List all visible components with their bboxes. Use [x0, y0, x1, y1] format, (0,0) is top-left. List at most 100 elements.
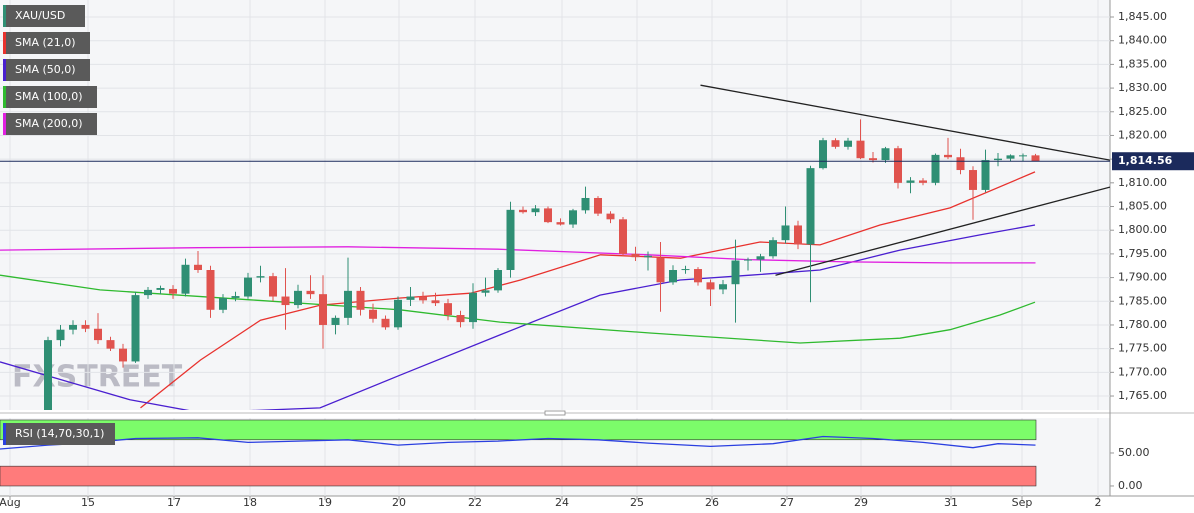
candle-body — [981, 160, 990, 190]
candle-body — [81, 324, 90, 329]
candle-body — [131, 295, 140, 362]
legend-box — [3, 86, 97, 108]
candle-body — [606, 213, 615, 220]
candle-body — [831, 140, 840, 147]
x-tick-label: 24 — [555, 496, 569, 509]
candle-body — [844, 140, 852, 147]
candle-body — [394, 299, 402, 328]
legend-label: SMA (21,0) — [15, 36, 76, 49]
candle-body — [344, 290, 352, 318]
y-tick-label: 1,835.00 — [1118, 57, 1167, 70]
candle-body — [319, 294, 327, 325]
legend-box — [3, 113, 97, 135]
candle-body — [1019, 155, 1027, 157]
candle-body — [944, 154, 952, 158]
candle-body — [956, 157, 965, 171]
resize-grip[interactable] — [544, 410, 566, 416]
sma-line — [140, 171, 1036, 409]
candle-body — [706, 282, 715, 290]
y-tick-label: 1,790.00 — [1118, 271, 1167, 284]
y-tick-label: 0.00 — [1118, 479, 1143, 492]
candle-body — [556, 222, 565, 225]
candle-body — [669, 270, 677, 283]
candle-body — [794, 225, 802, 245]
candle-body — [656, 257, 665, 283]
candle-body — [744, 259, 752, 261]
x-tick-label: 2 — [1095, 496, 1102, 509]
x-tick-label: 27 — [780, 496, 794, 509]
price-label-box — [1112, 152, 1194, 171]
candle-body — [994, 158, 1002, 161]
legend-label: RSI (14,70,30,1) — [15, 427, 104, 440]
y-tick-label: 1,820.00 — [1118, 128, 1167, 141]
candle-body — [894, 148, 902, 183]
legend-swatch — [3, 86, 6, 108]
legend-box — [3, 423, 115, 445]
y-tick-label: 1,765.00 — [1118, 389, 1167, 402]
x-tick-label: Sep — [1012, 496, 1033, 509]
candle-body — [194, 264, 202, 271]
candle-body — [869, 158, 877, 161]
legend-swatch — [3, 423, 6, 445]
candle-body — [456, 315, 465, 323]
legend-label: SMA (50,0) — [15, 63, 76, 76]
candle-body — [256, 276, 265, 278]
y-tick-label: 1,810.00 — [1118, 176, 1167, 189]
x-tick-label: 25 — [630, 496, 644, 509]
candle-body — [56, 329, 65, 341]
rsi-band — [0, 465, 1037, 487]
candle-body — [519, 209, 527, 213]
y-tick-label: 1,845.00 — [1118, 10, 1167, 23]
legend-swatch — [3, 113, 6, 135]
candle-body — [44, 340, 52, 410]
candle-body — [219, 297, 227, 310]
candle-body — [406, 296, 415, 300]
candle-body — [356, 290, 365, 310]
candle-body — [644, 255, 652, 258]
candle-body — [581, 197, 590, 211]
candle-body — [906, 180, 915, 183]
sma-line — [0, 224, 1036, 410]
y-tick-label: 1,775.00 — [1118, 342, 1167, 355]
candle-body — [756, 256, 765, 260]
main-panel — [0, 0, 1110, 410]
x-tick-label: Aug — [0, 496, 21, 509]
candle-body — [144, 289, 152, 296]
candle-body — [469, 292, 477, 323]
candle-body — [481, 290, 490, 293]
price-label: 1,814.56 — [1118, 154, 1173, 167]
x-tick-label: 22 — [468, 496, 482, 509]
candle-body — [969, 170, 977, 190]
y-tick-label: 1,830.00 — [1118, 81, 1167, 94]
trendline — [700, 84, 1110, 161]
y-tick-label: 1,785.00 — [1118, 294, 1167, 307]
candle-body — [769, 240, 777, 257]
candle-body — [431, 300, 440, 304]
candle-body — [631, 253, 640, 258]
candle-body — [181, 264, 190, 294]
candle-body — [819, 140, 827, 169]
x-tick-label: 29 — [854, 496, 868, 509]
legend-box — [3, 59, 90, 81]
candle-body — [694, 269, 702, 283]
legend-label: SMA (200,0) — [15, 117, 83, 130]
candle-body — [594, 197, 602, 214]
candle-body — [294, 290, 302, 306]
y-tick-label: 50.00 — [1118, 446, 1150, 459]
candle-body — [569, 210, 577, 225]
candle-body — [1031, 155, 1040, 162]
candle-body — [156, 288, 165, 290]
candle-body — [544, 208, 552, 223]
candle-body — [119, 348, 127, 362]
y-tick-label: 1,770.00 — [1118, 365, 1167, 378]
candle-body — [206, 270, 215, 310]
candle-body — [681, 269, 690, 271]
y-tick-label: 1,780.00 — [1118, 318, 1167, 331]
x-tick-label: 18 — [243, 496, 257, 509]
legend-label: XAU/USD — [15, 9, 65, 22]
y-tick-label: 1,840.00 — [1118, 34, 1167, 47]
candle-body — [781, 225, 790, 241]
candle-body — [931, 154, 940, 183]
y-tick-label: 1,795.00 — [1118, 247, 1167, 260]
